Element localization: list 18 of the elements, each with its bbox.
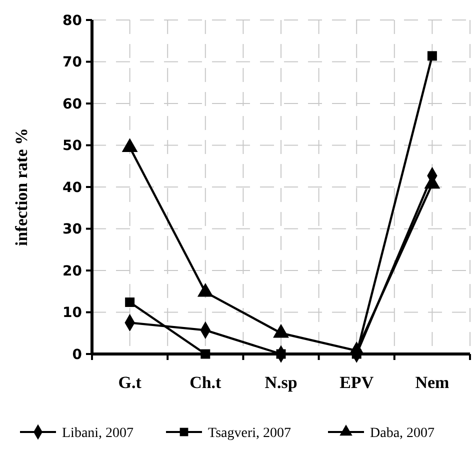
y-tick-label: 30 [62, 222, 82, 238]
y-axis-title: infection rate % [12, 128, 31, 246]
x-tick-label: G.t [118, 373, 142, 392]
y-tick-label: 0 [72, 346, 82, 363]
y-tick-label: 70 [62, 54, 82, 71]
x-tick-label: Ch.t [190, 373, 222, 392]
y-tick-label: 60 [62, 96, 82, 112]
x-tick-label: N.sp [264, 373, 298, 392]
y-tick-label: 20 [62, 263, 82, 280]
y-tick-label: 40 [62, 180, 82, 196]
y-tick-label: 10 [62, 305, 82, 322]
x-tick-label: Nem [415, 373, 450, 392]
legend-label: Libani, 2007 [62, 426, 134, 441]
legend-label: Daba, 2007 [370, 426, 435, 441]
y-tick-label: 50 [62, 138, 82, 154]
legend-label: Tsagveri, 2007 [208, 426, 292, 441]
x-tick-label: EPV [340, 373, 374, 392]
y-tick-label: 80 [62, 12, 82, 29]
